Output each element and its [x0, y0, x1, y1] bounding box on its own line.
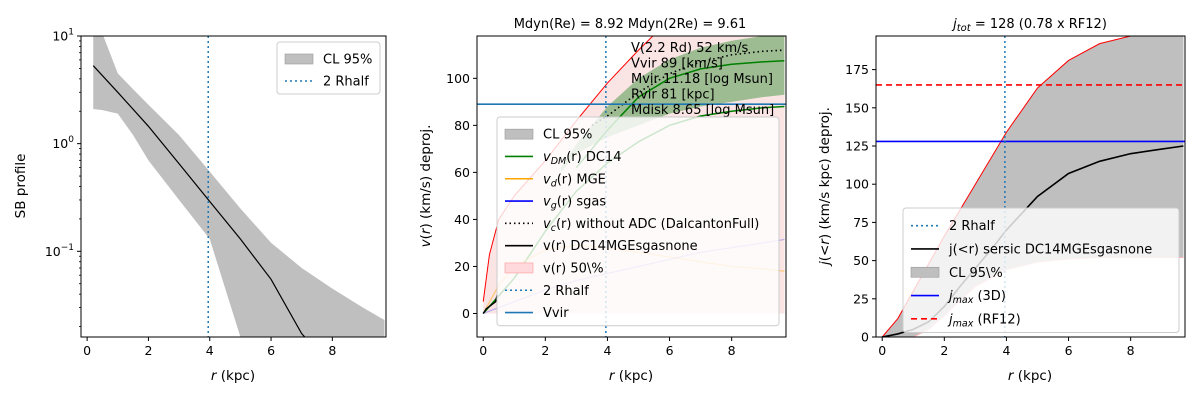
legend-entry: 2 Rhalf: [949, 219, 995, 234]
legend-swatch: [504, 262, 534, 274]
y-tick-label: 150: [845, 100, 869, 115]
legend-entry: CL 95%: [323, 53, 372, 68]
y-tick-label: 125: [845, 139, 869, 154]
plot-frame: [875, 35, 1186, 338]
x-tick-label: 2: [541, 343, 549, 358]
legend-frame: [496, 116, 780, 327]
y-tick-label: 50: [853, 253, 869, 268]
y-axis-label: j(<r) (km/s kpc) deproj.: [817, 107, 833, 267]
y-tick-label: 100: [52, 135, 74, 151]
x-tick-label: 8: [1127, 343, 1135, 358]
y-tick-label: 100: [446, 71, 470, 86]
y-tick-label: 75: [853, 215, 869, 230]
x-tick-label: 6: [1065, 343, 1073, 358]
y-tick-label: 20: [454, 259, 470, 274]
legend-entry: CL 95\%: [949, 266, 1003, 281]
y-tick-label: 0: [861, 330, 869, 345]
legend: CL 95% 2 Rhalf: [276, 41, 381, 95]
legend-entry: vg(r) sgas: [543, 195, 606, 212]
velocity-panel: Mdyn(Re) = 8.92 Mdyn(2Re) = 9.61 0 2 4 6 802…: [418, 17, 787, 384]
legend-swatch: [910, 266, 940, 278]
legend-entry: v(r) 50\%: [543, 261, 604, 276]
confidence-band: [93, 36, 385, 337]
legend-entry: jmax (RF12): [947, 312, 1021, 329]
series-line: [482, 294, 498, 314]
legend-entry: vDM(r) DC14: [543, 150, 621, 167]
legend-entry: jmax (3D): [947, 289, 1006, 306]
legend-frame: [902, 207, 1180, 333]
y-tick-label: 60: [454, 165, 470, 180]
x-tick-label: 8: [328, 343, 336, 358]
x-tick-label: 0: [83, 343, 91, 358]
x-axis-label: r (kpc): [1008, 368, 1052, 384]
x-tick-label: 8: [728, 343, 736, 358]
y-tick-label: 100: [845, 177, 869, 192]
series-line: [591, 49, 785, 127]
legend-entry: vd(r) MGE: [543, 172, 606, 189]
legend-swatch: [504, 128, 534, 140]
y-tick-label: 175: [845, 62, 869, 77]
annotation-text: Mvir 11.18 [log Msun]: [631, 72, 773, 87]
x-tick-label: 2: [940, 343, 948, 358]
y-axis-label: SB profile: [13, 154, 29, 219]
sb-profile-panel: 0 2 4 6 8 101 100 10−1 r (kpc) SB profile CL 95…: [13, 28, 387, 384]
legend-entry: j(<r) sersic DC14MGEsgasnone: [948, 242, 1152, 257]
series-line: [92, 65, 306, 337]
legend-entry: Vvir: [543, 306, 569, 321]
x-axis-label: r (kpc): [609, 368, 653, 384]
legend-entry: v(r) DC14MGEsgasnone: [543, 239, 698, 254]
y-tick-label: 40: [454, 212, 470, 227]
y-axis-label: v(r) (km/s) deproj.: [418, 125, 434, 248]
x-tick-label: 4: [603, 343, 611, 358]
legend: CL 95% vDM(r) DC14 vd(r) MGE vg(r) sgas vc(r…: [496, 116, 780, 327]
x-tick-label: 6: [666, 343, 674, 358]
x-tick-label: 0: [479, 343, 487, 358]
annotation-text: Rvir 81 [kpc]: [631, 88, 715, 103]
legend-entry: vc(r) without ADC (DalcantonFull): [543, 217, 759, 234]
legend: 2 Rhalf j(<r) sersic DC14MGEsgasnone CL 95…: [902, 207, 1180, 333]
angular-momentum-panel: jtot = 128 (0.78 x RF12) 0 2 4 6 8 0 25 50 75 100…: [817, 17, 1186, 384]
y-tick-label: 101: [52, 28, 74, 44]
plot-frame: [476, 35, 787, 338]
x-tick-label: 4: [206, 343, 214, 358]
legend-entry: 2 Rhalf: [543, 284, 589, 299]
x-tick-label: 4: [1002, 343, 1010, 358]
chart-title: Mdyn(Re) = 8.92 Mdyn(2Re) = 9.61: [514, 17, 747, 32]
legend-entry: 2 Rhalf: [323, 75, 369, 90]
x-tick-label: 0: [878, 343, 886, 358]
annotation-text: Vvir 89 [km/s]: [631, 57, 723, 72]
legend-entry: CL 95%: [543, 128, 592, 143]
annotation-text: Mdisk 8.65 [log Msun]: [631, 103, 774, 118]
y-tick-label: 25: [853, 291, 869, 306]
chart-title: jtot = 128 (0.78 x RF12): [951, 17, 1107, 34]
legend-swatch: [284, 53, 314, 65]
x-tick-label: 6: [267, 343, 275, 358]
x-axis-label: r (kpc): [211, 368, 255, 384]
annotation-text: V(2.2 Rd) 52 km/s: [631, 41, 749, 56]
y-tick-label: 10−1: [45, 243, 74, 259]
x-tick-label: 2: [144, 343, 152, 358]
y-tick-label: 80: [454, 118, 470, 133]
y-tick-label: 0: [462, 306, 470, 321]
